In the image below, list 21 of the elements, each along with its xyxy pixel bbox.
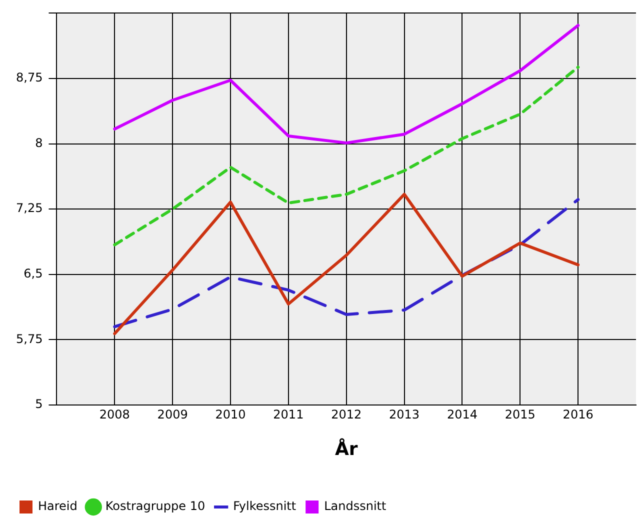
y-tick-label: 7,25 xyxy=(16,201,43,216)
x-tick-label: 2015 xyxy=(504,407,536,422)
x-tick-label: 2012 xyxy=(331,407,362,422)
x-tick-label: 2009 xyxy=(157,407,188,422)
legend-label: Hareid xyxy=(38,499,78,514)
y-tick-label: 5,75 xyxy=(16,332,43,346)
x-tick-label: 2011 xyxy=(273,407,304,422)
legend-label: Landssnitt xyxy=(324,499,386,514)
y-tick-label: 6,5 xyxy=(24,266,43,281)
y-tick-label: 5 xyxy=(35,397,43,412)
legend-label: Fylkessnitt xyxy=(233,499,296,514)
x-tick-label: 2014 xyxy=(446,407,478,422)
x-tick-label: 2016 xyxy=(562,407,594,422)
line-series xyxy=(113,66,580,246)
y-tick-label: 8 xyxy=(35,136,43,150)
x-tick-label: 2013 xyxy=(389,407,420,422)
legend-label: Kostragruppe 10 xyxy=(105,499,206,514)
x-tick-label: 2008 xyxy=(99,407,130,422)
y-tick-label: 8,75 xyxy=(16,70,43,85)
x-axis-title: År xyxy=(334,438,358,460)
x-tick-label: 2010 xyxy=(215,407,246,422)
